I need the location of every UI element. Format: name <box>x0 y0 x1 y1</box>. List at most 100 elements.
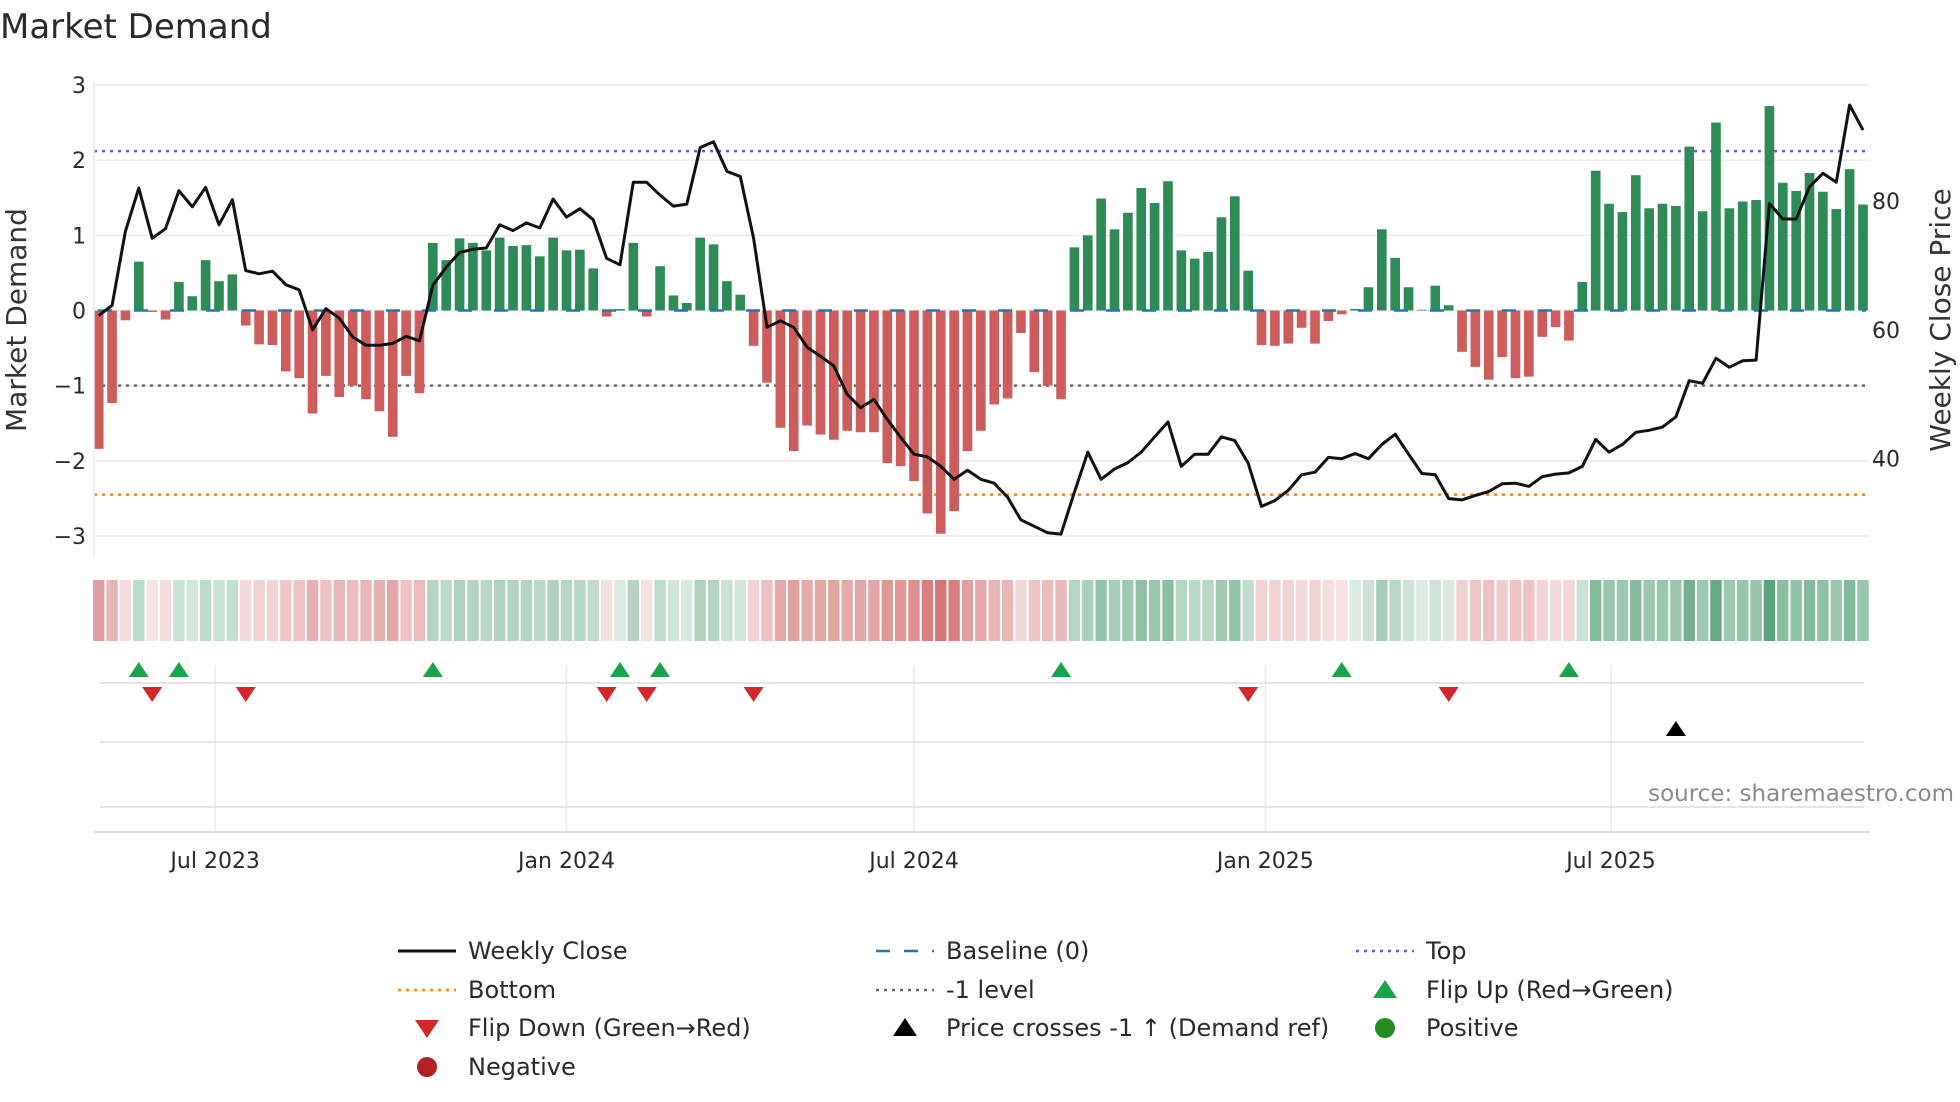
demand-bar <box>1323 310 1334 322</box>
demand-bar <box>1350 308 1360 311</box>
demand-bar <box>1751 200 1761 311</box>
heat-cell <box>681 580 693 641</box>
heat-cell <box>1750 580 1762 641</box>
demand-bar <box>1229 196 1240 311</box>
heat-cell <box>133 580 145 641</box>
demand-bar <box>428 242 438 311</box>
heat-cell <box>1696 580 1709 641</box>
demand-bar <box>534 256 545 311</box>
heat-cell <box>1028 580 1040 641</box>
demand-bar <box>829 310 839 440</box>
demand-bar <box>935 310 946 534</box>
demand-bar <box>120 310 131 321</box>
demand-bar <box>855 310 866 433</box>
heat-cell <box>854 580 867 641</box>
demand-bar <box>1016 310 1026 334</box>
heat-cell <box>1683 580 1695 641</box>
demand-bar <box>708 244 719 311</box>
heat-cell <box>534 580 546 641</box>
demand-bar <box>267 310 278 346</box>
demand-bar <box>1069 247 1080 311</box>
demand-bar <box>334 310 345 397</box>
heat-cell <box>1349 580 1361 641</box>
legend-label: Negative <box>468 1053 576 1081</box>
demand-bar <box>722 281 732 311</box>
demand-bar <box>321 310 331 376</box>
demand-bar <box>1497 310 1507 358</box>
heat-cell <box>1456 580 1468 641</box>
demand-bar <box>1443 305 1454 311</box>
demand-bar <box>1684 146 1695 311</box>
demand-bar <box>521 245 532 311</box>
heat-cell <box>226 580 239 641</box>
heat-cell <box>1737 580 1749 641</box>
heat-cell <box>387 580 399 641</box>
heat-cell <box>1442 580 1455 641</box>
heat-cell <box>667 580 680 641</box>
demand-bar <box>1858 204 1868 311</box>
heat-cell <box>1830 580 1842 641</box>
demand-bar <box>561 250 572 311</box>
heat-cell <box>975 580 987 641</box>
heat-cell <box>560 580 573 641</box>
flip-down-marker <box>596 687 617 702</box>
heat-cell <box>1416 580 1428 641</box>
x-tick-label: Jul 2025 <box>1564 849 1656 874</box>
y-axis-label: Market Demand <box>0 208 33 432</box>
heat-cell <box>520 580 533 641</box>
flip-up-marker <box>1331 662 1352 677</box>
heat-cell <box>1162 580 1174 641</box>
demand-bar <box>1483 310 1494 380</box>
heat-cell <box>1643 580 1655 641</box>
heat-cell <box>93 580 105 641</box>
demand-bar <box>949 310 959 512</box>
demand-bar <box>387 310 398 437</box>
grid <box>94 84 1870 832</box>
y2-tick-label: 40 <box>1872 448 1900 473</box>
heat-cell <box>935 580 947 641</box>
heat-cell <box>1723 580 1736 641</box>
demand-bar <box>1457 310 1467 352</box>
heat-cell <box>600 580 613 641</box>
demand-bar <box>1029 310 1040 373</box>
heat-cell <box>1376 580 1388 641</box>
demand-bar <box>1176 250 1187 311</box>
heat-cell <box>253 580 265 641</box>
demand-bar <box>1216 217 1227 311</box>
heat-cell <box>654 580 666 641</box>
heat-cell <box>948 580 960 641</box>
heat-cell <box>266 580 279 641</box>
demand-bar <box>1403 287 1414 311</box>
flip-markers <box>128 662 1686 736</box>
heat-cell <box>1469 580 1482 641</box>
heat-cell <box>1670 580 1682 641</box>
demand-bar <box>735 294 746 311</box>
y-tick-label: −3 <box>54 525 86 550</box>
demand-bar <box>1283 310 1294 344</box>
flip-down-marker <box>636 687 657 702</box>
heat-cell <box>547 580 559 641</box>
demand-bar <box>1310 310 1320 344</box>
demand-bar <box>454 238 465 311</box>
heat-cell <box>988 580 1000 641</box>
demand-bar <box>1336 310 1347 315</box>
demand-bar <box>468 242 478 311</box>
demand-bar <box>815 310 826 435</box>
heat-cell <box>480 580 492 641</box>
heat-cell <box>761 580 773 641</box>
demand-bar <box>508 245 518 311</box>
demand-bar <box>414 310 425 394</box>
axes: 3 2 1 0 −1 −2 −3 80 60 40 Jul 2023 Jan 2024 Jul 2024… <box>54 74 1900 874</box>
heat-cell <box>921 580 934 641</box>
heat-cell <box>1603 580 1615 641</box>
demand-bar <box>374 310 385 412</box>
heat-cell <box>427 580 439 641</box>
negative-legend-icon <box>417 1057 437 1077</box>
heat-cell <box>1148 580 1161 641</box>
legend-label: Top <box>1425 937 1467 965</box>
flip-down-marker <box>1238 687 1259 702</box>
demand-bar <box>788 310 799 452</box>
heat-cell <box>908 580 920 641</box>
x-tick-label: Jul 2024 <box>867 849 959 874</box>
demand-bar <box>281 310 291 372</box>
